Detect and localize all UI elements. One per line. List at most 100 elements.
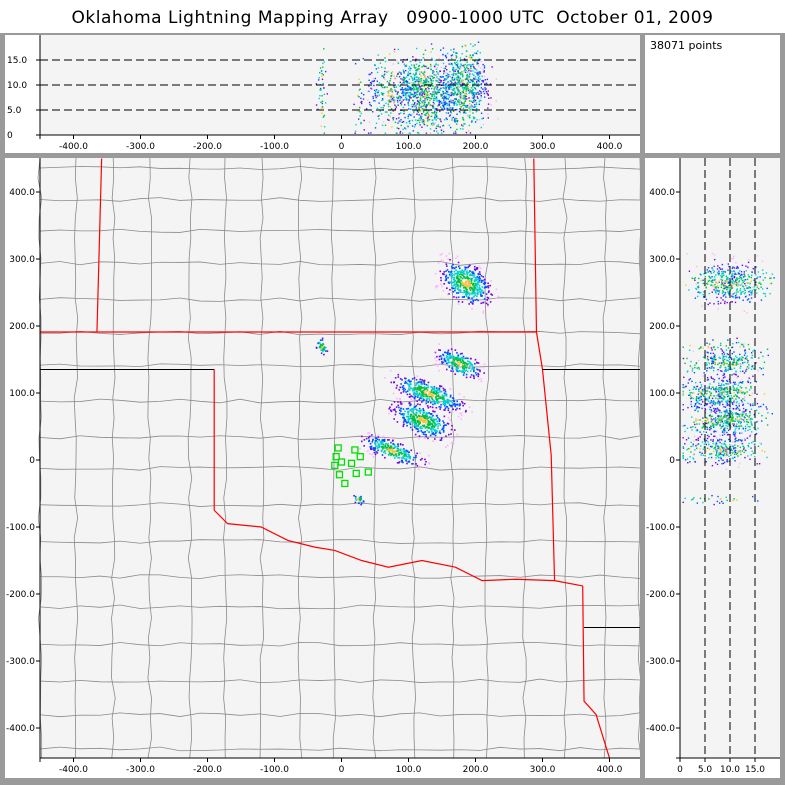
lightning-source <box>732 282 734 285</box>
lightning-source <box>396 450 398 452</box>
lightning-source <box>452 356 455 358</box>
lightning-source <box>459 111 461 114</box>
lightning-source <box>412 399 414 402</box>
lightning-source <box>362 500 365 503</box>
lightning-source <box>409 91 412 94</box>
lightning-source <box>393 109 396 112</box>
lightning-source <box>465 373 468 376</box>
lightning-source <box>735 291 737 293</box>
lightning-source <box>369 73 372 75</box>
lightning-source <box>703 296 705 298</box>
lightning-source <box>749 426 751 428</box>
lightning-source <box>396 421 399 423</box>
lightning-source <box>428 75 431 77</box>
lightning-source <box>737 420 739 422</box>
lightning-source <box>411 395 414 398</box>
lightning-source <box>734 435 736 437</box>
lightning-source <box>432 107 434 109</box>
lightning-source <box>426 83 428 85</box>
lightning-source <box>421 431 424 434</box>
lightning-source <box>450 54 453 57</box>
lightning-source <box>715 391 717 393</box>
lightning-source <box>431 406 434 409</box>
lightning-source <box>429 93 432 95</box>
lightning-source <box>429 97 431 99</box>
lightning-source <box>736 289 738 291</box>
lightning-source <box>450 361 453 364</box>
lightning-source <box>467 67 469 70</box>
lightning-source <box>459 72 461 74</box>
lightning-source <box>445 83 447 85</box>
lightning-source <box>465 357 467 359</box>
lightning-source <box>402 416 404 419</box>
lightning-source <box>433 88 435 90</box>
lightning-source <box>733 273 736 276</box>
lightning-source <box>455 64 457 66</box>
lightning-source <box>315 104 318 106</box>
lightning-source <box>382 99 384 101</box>
lightning-source <box>428 392 431 394</box>
lightning-source <box>441 362 443 364</box>
lightning-source <box>767 354 769 357</box>
lightning-source <box>414 74 416 76</box>
lightning-source <box>731 273 733 276</box>
lightning-source <box>321 100 324 103</box>
lightning-source <box>408 386 410 388</box>
county-line <box>450 157 455 759</box>
lightning-source <box>407 73 409 75</box>
lightning-source <box>714 418 717 421</box>
lightning-source <box>740 387 743 389</box>
lightning-source <box>728 415 730 418</box>
lightning-source <box>448 63 450 65</box>
lightning-source <box>354 497 357 500</box>
lightning-source <box>729 368 732 370</box>
lightning-source <box>416 99 419 102</box>
lightning-source <box>434 429 437 431</box>
lightning-source <box>747 421 750 424</box>
lightning-source <box>739 353 741 356</box>
lightning-source <box>697 419 699 421</box>
lightning-source <box>457 303 460 305</box>
lightning-source <box>454 405 457 408</box>
lightning-source <box>402 91 404 93</box>
lightning-source <box>689 397 692 400</box>
lightning-source <box>725 284 727 287</box>
lightning-source <box>704 357 706 360</box>
lightning-source <box>404 127 406 129</box>
lightning-source <box>380 84 383 87</box>
lightning-source <box>415 88 417 90</box>
lightning-source <box>439 254 442 256</box>
lightning-source <box>726 419 729 422</box>
lightning-source <box>431 431 433 433</box>
lightning-source <box>433 97 436 99</box>
lightning-source <box>317 108 319 111</box>
lightning-source <box>462 107 465 110</box>
lightning-source <box>470 301 472 303</box>
lightning-source <box>413 75 416 77</box>
lightning-source <box>427 96 429 99</box>
lightning-source <box>751 271 753 273</box>
lightning-source <box>434 116 436 118</box>
lightning-source <box>405 87 407 90</box>
lightning-source <box>729 361 731 363</box>
lightning-source <box>426 418 428 420</box>
lightning-source <box>490 279 492 282</box>
lightning-source <box>408 86 410 88</box>
lightning-source <box>438 369 440 372</box>
lightning-source <box>707 387 710 390</box>
lightning-source <box>737 291 739 293</box>
lightning-source <box>441 360 443 363</box>
lightning-source <box>476 96 479 98</box>
lightning-source <box>407 461 410 463</box>
lightning-source <box>721 394 723 396</box>
lightning-source <box>407 114 410 116</box>
lightning-source <box>471 94 474 97</box>
lightning-source <box>722 360 725 362</box>
lightning-source <box>477 72 479 74</box>
lightning-source <box>416 419 419 422</box>
lightning-source <box>416 122 418 125</box>
lightning-source <box>453 93 456 96</box>
lightning-source <box>384 86 386 88</box>
lightning-source <box>416 388 418 391</box>
lightning-source <box>433 393 436 396</box>
